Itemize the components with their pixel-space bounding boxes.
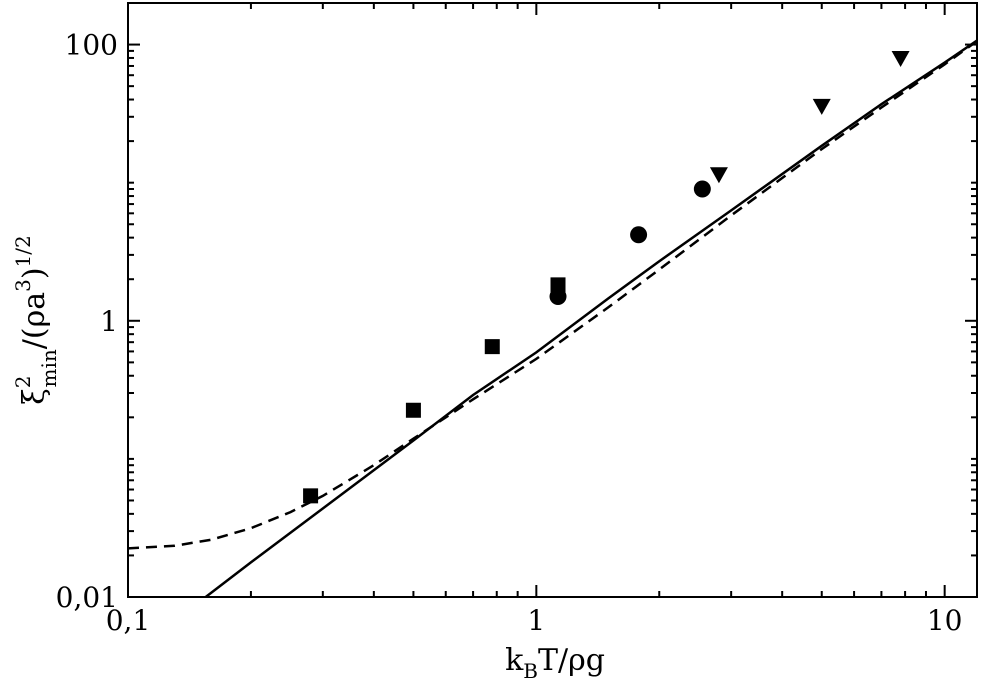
y-label-subscript: min bbox=[37, 349, 61, 387]
y-tick-label: 100 bbox=[65, 29, 118, 62]
data-markers bbox=[303, 50, 910, 504]
y-label-superscript-3: 3 bbox=[11, 279, 35, 292]
fit-lines bbox=[128, 39, 977, 597]
x-tick-label: 1 bbox=[527, 604, 545, 637]
y-tick-label: 1 bbox=[100, 305, 118, 338]
y-label-middle: /(ρa bbox=[17, 292, 52, 349]
x-tick-label: 0,1 bbox=[106, 604, 151, 637]
x-label-rest: T/ρg bbox=[538, 643, 605, 678]
circle-marker bbox=[549, 287, 567, 305]
x-label-base: k bbox=[505, 643, 524, 678]
circle-marker bbox=[630, 226, 648, 244]
y-label-superscript-half: 1/2 bbox=[11, 235, 35, 267]
solid-line bbox=[204, 39, 977, 597]
triangle-marker bbox=[891, 50, 910, 67]
dashed-line bbox=[128, 40, 977, 550]
axis-ticks: 0,1 1 10 0,01 1 100 bbox=[56, 2, 977, 637]
y-label-xi: ξ bbox=[17, 388, 52, 405]
x-label-subscript: B bbox=[523, 659, 538, 683]
triangle-marker bbox=[812, 98, 831, 115]
square-marker bbox=[550, 277, 566, 293]
y-label-close: ) bbox=[17, 267, 52, 279]
x-tick-label: 10 bbox=[927, 604, 963, 637]
y-axis-label: ξ2 min/(ρa3)1/2 bbox=[11, 235, 61, 405]
x-axis-label: kBT/ρg bbox=[505, 643, 605, 683]
y-tick-label: 0,01 bbox=[56, 581, 118, 614]
y-label-superscript: 2 bbox=[11, 375, 35, 388]
triangle-marker bbox=[709, 167, 728, 184]
square-marker bbox=[303, 488, 319, 504]
square-marker bbox=[405, 402, 421, 418]
circle-marker bbox=[693, 180, 711, 198]
plot-frame bbox=[127, 2, 978, 598]
square-marker bbox=[484, 339, 500, 355]
